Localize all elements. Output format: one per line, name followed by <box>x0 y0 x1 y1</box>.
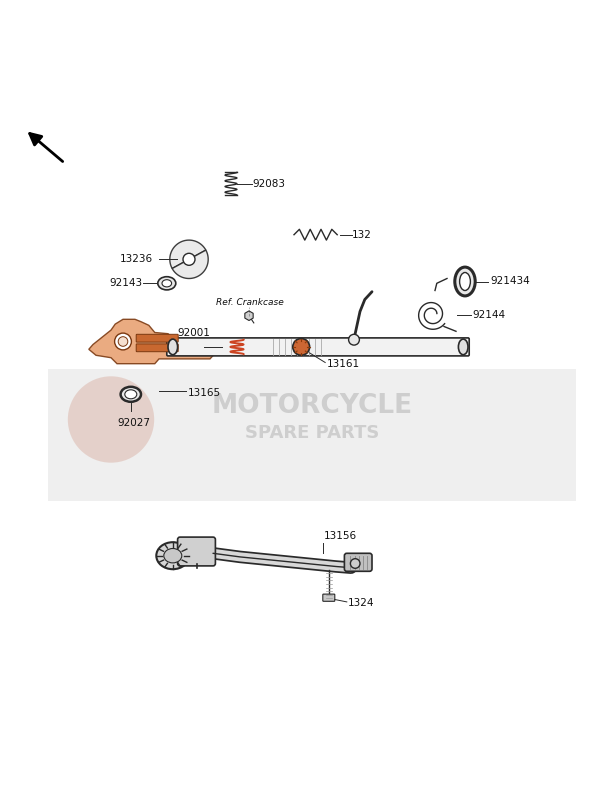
FancyBboxPatch shape <box>48 368 576 501</box>
Ellipse shape <box>158 276 176 290</box>
Text: 13236: 13236 <box>120 254 153 265</box>
Ellipse shape <box>458 339 468 355</box>
Circle shape <box>349 334 359 345</box>
Text: 13165: 13165 <box>188 388 221 397</box>
Ellipse shape <box>162 279 172 287</box>
Circle shape <box>293 338 310 356</box>
Text: 92027: 92027 <box>118 418 151 429</box>
Text: 13161: 13161 <box>326 359 359 369</box>
Text: 921434: 921434 <box>490 276 530 287</box>
Ellipse shape <box>125 390 137 399</box>
Circle shape <box>118 337 128 346</box>
Ellipse shape <box>168 339 178 355</box>
Polygon shape <box>172 250 208 279</box>
Text: 13156: 13156 <box>324 531 357 542</box>
Polygon shape <box>170 240 206 268</box>
Ellipse shape <box>164 549 182 563</box>
Circle shape <box>115 333 131 350</box>
Text: Ref. Crankcase: Ref. Crankcase <box>216 298 284 307</box>
Ellipse shape <box>455 267 475 296</box>
Circle shape <box>68 376 154 462</box>
Text: 1324: 1324 <box>348 598 374 608</box>
Text: 92144: 92144 <box>473 309 506 319</box>
Text: MOTORCYCLE: MOTORCYCLE <box>211 392 413 418</box>
FancyBboxPatch shape <box>178 537 215 566</box>
FancyBboxPatch shape <box>136 344 178 352</box>
Text: 92083: 92083 <box>252 179 285 188</box>
Ellipse shape <box>156 542 190 569</box>
Ellipse shape <box>460 272 470 290</box>
FancyBboxPatch shape <box>323 594 335 601</box>
Ellipse shape <box>121 387 141 402</box>
Polygon shape <box>89 319 216 363</box>
Circle shape <box>350 559 360 568</box>
Text: 132: 132 <box>352 230 372 239</box>
FancyBboxPatch shape <box>344 553 372 571</box>
Circle shape <box>183 254 195 265</box>
Text: 92143: 92143 <box>110 279 143 288</box>
FancyBboxPatch shape <box>136 334 178 342</box>
Text: SPARE PARTS: SPARE PARTS <box>245 425 379 442</box>
FancyBboxPatch shape <box>167 338 469 356</box>
Text: 92001: 92001 <box>177 328 210 338</box>
